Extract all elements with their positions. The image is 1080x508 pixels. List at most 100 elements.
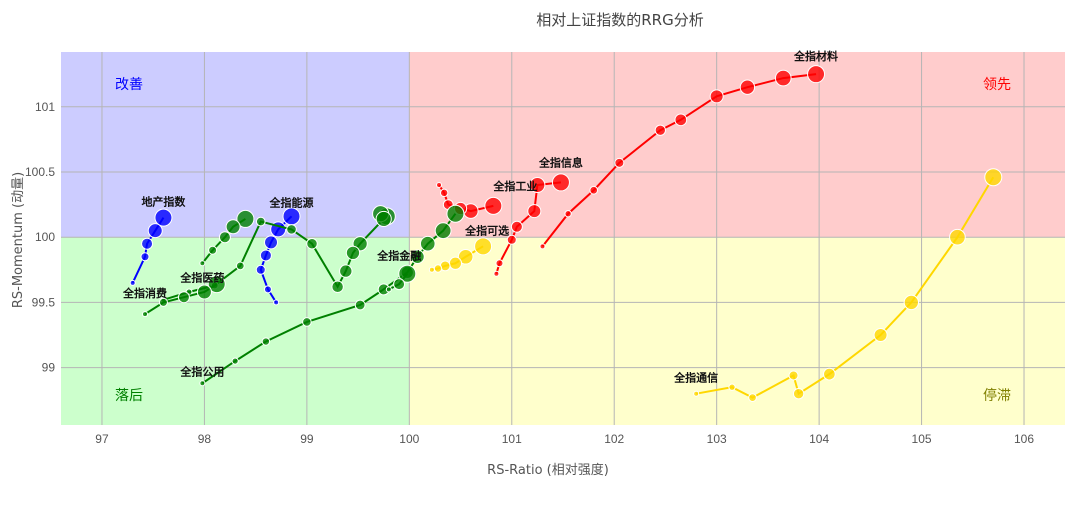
y-tick-label: 100 [35,230,55,244]
series-point [375,210,392,228]
series-point [158,297,168,307]
series-point [306,237,318,250]
series-9 [142,275,226,318]
series-label: 全指工业 [492,179,537,193]
series-point [255,216,266,227]
x-tick-label: 103 [707,432,727,446]
y-tick-label: 99.5 [32,295,56,309]
series-point [495,259,504,268]
series-point [129,279,136,286]
y-tick-label: 99 [42,361,56,375]
series-3 [493,173,570,277]
series-10 [199,204,465,387]
series-point [419,235,436,252]
series-point [147,223,163,239]
series-point [263,285,272,294]
series-point [949,228,966,246]
series-point [199,380,206,387]
series-point [484,196,503,215]
series-point [236,209,255,228]
quadrant-bg-2 [61,237,410,425]
series-line [541,73,817,247]
series-point [903,294,919,311]
series-point [345,245,361,261]
series-point [439,188,449,198]
series-point [493,270,500,277]
series-point [446,204,465,223]
grid-lines [61,52,1065,425]
series-label: 全指消费 [122,286,167,300]
quadrant-bg-0 [61,52,410,238]
series-point [506,234,517,245]
series-point [728,383,736,391]
series-point [264,235,279,250]
series-point [529,177,546,194]
x-tick-label: 104 [809,432,829,446]
quadrant-label-2: 落后 [115,388,143,404]
series-point [231,357,239,365]
series-label: 全指医药 [179,271,224,285]
series-point [261,337,271,346]
series-point [709,89,724,104]
y-axis-label: RS-Momentum (动量) [11,172,26,308]
series-7 [160,205,396,303]
quadrant-label-1: 领先 [983,77,1011,93]
series-point [654,124,666,136]
series-point [474,237,493,256]
series-point [788,370,799,381]
x-axis-label: RS-Ratio (相对强度) [487,462,609,478]
series-point [551,173,570,192]
series-point [259,249,272,262]
series-1 [255,207,301,306]
series-11 [385,264,417,293]
series-point [739,79,756,95]
series-point [873,328,888,343]
series-line [696,176,995,399]
series-point [410,249,425,264]
series-point [207,275,226,294]
series-point [393,278,406,291]
series-6 [693,168,1003,402]
x-tick-label: 102 [604,432,624,446]
series-label: 地产指数 [141,195,186,209]
y-tick-label: 101 [35,100,55,114]
series-point [539,243,546,250]
axis-ticks: 97 98 99 100 101 102 103 104 105 106 99 99.5 100 100.… [25,100,1034,446]
quadrant-bg-1 [409,52,1065,238]
x-tick-label: 100 [399,432,419,446]
series-4 [436,182,503,219]
series-point [331,280,344,293]
series-point [433,264,443,273]
series-point [807,65,826,84]
quadrant-label-0: 改善 [115,77,143,93]
series-point [823,367,836,381]
series-8 [199,209,255,267]
series-label: 全指通信 [673,371,718,385]
series-point [674,113,688,127]
series-point [225,219,241,235]
series-point [141,237,154,250]
x-tick-label: 101 [502,432,522,446]
series-point [436,182,443,189]
series-point [142,311,149,318]
series-point [354,299,366,311]
series-layer [129,65,1003,402]
series-point [448,256,463,270]
x-tick-label: 97 [95,432,109,446]
series-point [984,168,1003,187]
series-0 [129,208,173,286]
series-point [398,264,417,283]
series-point [774,69,792,87]
x-tick-label: 98 [198,432,212,446]
series-point [218,231,231,244]
series-label: 全指信息 [538,155,583,169]
series-point [208,245,218,255]
series-label: 全指公用 [179,364,224,378]
series-point [177,291,190,304]
series-point [614,157,625,168]
series-point [154,208,173,227]
x-tick-label: 105 [912,432,932,446]
